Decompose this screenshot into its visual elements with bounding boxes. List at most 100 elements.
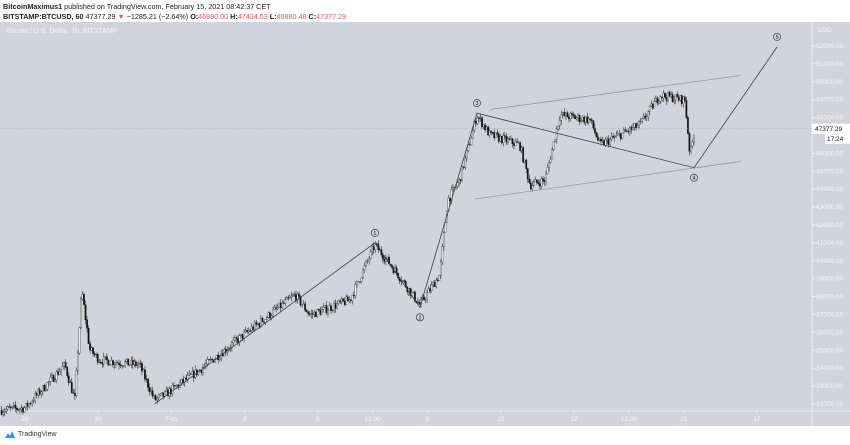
candle-body [23, 407, 26, 413]
candle-body [266, 317, 268, 320]
candle-body [348, 299, 351, 302]
candle-body [60, 368, 62, 372]
candle-body [182, 379, 184, 383]
candle-body [176, 384, 178, 387]
candle-body [234, 337, 236, 341]
chart-header: BitcoinMaximus1 published on TradingView… [3, 2, 346, 22]
candle-body [493, 132, 496, 138]
candle-body [17, 409, 20, 411]
candle-body [388, 256, 390, 265]
candle-body [590, 119, 593, 121]
candle-body [345, 296, 348, 305]
candle-body [622, 129, 625, 134]
candle-body [685, 100, 688, 118]
candle-body [417, 302, 419, 303]
candle-body [136, 364, 139, 366]
candle-body [526, 168, 529, 180]
chart-area[interactable]: 52000.00 51000.00 50000.00 49000.00 48000.00… [0, 22, 850, 426]
close-value: 47377.29 [316, 12, 347, 21]
candle-body [458, 178, 460, 183]
candle-body [533, 181, 535, 186]
author[interactable]: BitcoinMaximus1 [3, 2, 63, 11]
time-axis-label: 17 [753, 416, 761, 423]
candle-body [436, 279, 439, 282]
candle-body [49, 376, 52, 382]
candle-body [118, 362, 120, 365]
time-axis-label: 12:00 [365, 416, 382, 423]
candle-body [165, 389, 168, 392]
last-price: 47377.29 [85, 12, 116, 21]
candle-body [648, 106, 651, 112]
candle-body [584, 116, 587, 123]
candle-body [430, 284, 433, 291]
candle-body [542, 178, 544, 181]
candle-body [691, 141, 694, 147]
candle-body [54, 379, 56, 382]
candle-body [651, 103, 654, 109]
candle-body [52, 375, 55, 382]
candle-body [519, 142, 521, 151]
candle-body [316, 309, 319, 318]
candle-body [491, 132, 494, 134]
candle-body [304, 303, 306, 311]
candle-body [624, 129, 627, 132]
candle-body [603, 140, 605, 146]
candle-body [601, 140, 604, 142]
candle-body [12, 404, 15, 407]
candle-body [240, 334, 242, 336]
candle-body [641, 118, 643, 122]
wave-label-circle [370, 228, 379, 237]
candle-body [359, 281, 361, 283]
candle-body [444, 222, 447, 233]
candle-body [351, 295, 354, 301]
candle-body [350, 299, 352, 301]
candle-body [505, 136, 508, 143]
candle-body [276, 307, 279, 309]
candle-body [362, 269, 364, 279]
candle-body [287, 297, 290, 299]
candle-body [497, 134, 500, 142]
candle-body [354, 284, 357, 296]
candle-body [264, 319, 267, 323]
candle-body [629, 126, 631, 133]
candle-body [494, 132, 497, 138]
candle-body [656, 97, 659, 104]
elliott-wave-line [154, 46, 778, 405]
candle-body [670, 94, 672, 97]
candle-body [8, 406, 11, 408]
candle-body [665, 96, 668, 101]
candle-body [322, 306, 325, 310]
high-label: H: [230, 12, 238, 21]
candle-body [616, 133, 619, 136]
candle-body [87, 328, 90, 344]
candle-body [568, 116, 570, 120]
candle-body [237, 338, 239, 343]
candle-body [537, 182, 540, 184]
candle-body [252, 326, 255, 330]
price-axis-label: 34000.00 [816, 365, 843, 372]
candle-body [311, 313, 314, 315]
candle-body [639, 121, 642, 122]
candle-body [432, 282, 435, 286]
candle-body [261, 318, 264, 322]
tradingview-footer[interactable]: TradingView [4, 430, 57, 439]
candle-body [301, 304, 303, 306]
candle-body [263, 321, 265, 323]
candle-body [331, 310, 334, 311]
candle-body [104, 356, 107, 358]
channel-lower-line [475, 161, 741, 200]
chart-canvas[interactable]: 52000.00 51000.00 50000.00 49000.00 48000.00… [0, 22, 850, 426]
candle-body [180, 379, 183, 383]
candle-body [110, 360, 113, 365]
candle-body [664, 92, 666, 98]
candle-body [414, 291, 416, 302]
candle-body [191, 371, 194, 375]
candle-body [86, 319, 88, 329]
candle-body [449, 197, 451, 201]
time-axis-label: 30 [95, 416, 103, 423]
candle-body [319, 310, 322, 315]
candle-body [511, 138, 514, 144]
candle-body [160, 392, 163, 394]
candle-body [409, 288, 412, 296]
price-axis-label: 39000.00 [816, 276, 843, 283]
